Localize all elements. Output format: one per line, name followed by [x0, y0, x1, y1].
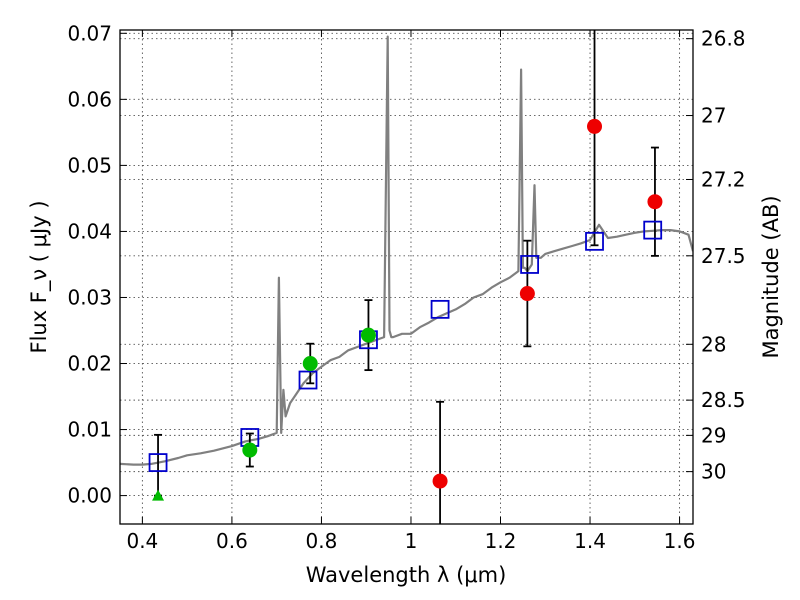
mag-tick-label: 27.2 — [701, 167, 746, 191]
y-tick-label: 0.03 — [67, 285, 112, 309]
y-tick-label: 0.07 — [67, 21, 112, 45]
mag-tick-label: 28.5 — [701, 388, 746, 412]
x-tick-label: 0.8 — [306, 529, 338, 553]
x-tick-label: 0.4 — [126, 529, 158, 553]
observed-green-point — [302, 356, 318, 372]
x-tick-label: 1 — [405, 529, 418, 553]
y-tick-label: 0.04 — [67, 219, 112, 243]
model-point — [430, 299, 450, 319]
x-tick-label: 0.6 — [216, 529, 248, 553]
y-axis-title: Flux F_ν ( μJy ) — [27, 200, 52, 353]
mag-tick-label: 27.5 — [701, 244, 746, 268]
spectrum-line — [120, 35, 693, 466]
ticks: 0.4 0.6 0.8 1 1.2 1.4 1.6 0.00 0.01 0.02 0.03 0.04 0… — [67, 21, 745, 553]
observed-red-point — [432, 473, 448, 489]
plot-frame — [119, 29, 694, 525]
mag-tick-label: 29 — [701, 423, 726, 447]
observed-red-point — [647, 194, 663, 210]
y-tick-label: 0.00 — [67, 484, 112, 508]
y-tick-label: 0.06 — [67, 87, 112, 111]
observed-green-point — [360, 327, 376, 343]
svg-text:Magnitude (AB): Magnitude (AB) — [759, 195, 783, 358]
model-point — [585, 231, 604, 251]
svg-text:Flux F_ν ( μJy ): Flux F_ν ( μJy ) — [27, 200, 52, 353]
mag-tick-label: 28 — [701, 332, 726, 356]
x-tick-label: 1.4 — [574, 529, 606, 553]
upper-limit-marker — [152, 489, 165, 501]
y-tick-label: 0.01 — [67, 418, 112, 442]
plot-area — [120, 30, 693, 524]
y-tick-label: 0.05 — [67, 153, 112, 177]
model-point — [148, 453, 168, 472]
x-axis-title: Wavelength λ (μm) — [306, 563, 507, 587]
grid — [120, 30, 693, 524]
model-point — [298, 370, 318, 390]
x-tick-label: 1.2 — [485, 529, 517, 553]
observed-green-point — [242, 442, 258, 458]
mag-tick-label: 26.8 — [701, 27, 746, 51]
model-point — [643, 220, 663, 240]
mag-tick-label: 27 — [701, 104, 726, 128]
observed-red-point — [519, 286, 535, 302]
y-tick-label: 0.02 — [67, 352, 112, 376]
mag-tick-label: 30 — [701, 460, 726, 484]
x-tick-label: 1.6 — [664, 529, 696, 553]
model-point — [520, 255, 540, 274]
observed-red-point — [587, 118, 603, 134]
y2-axis-title: Magnitude (AB) — [759, 195, 783, 358]
